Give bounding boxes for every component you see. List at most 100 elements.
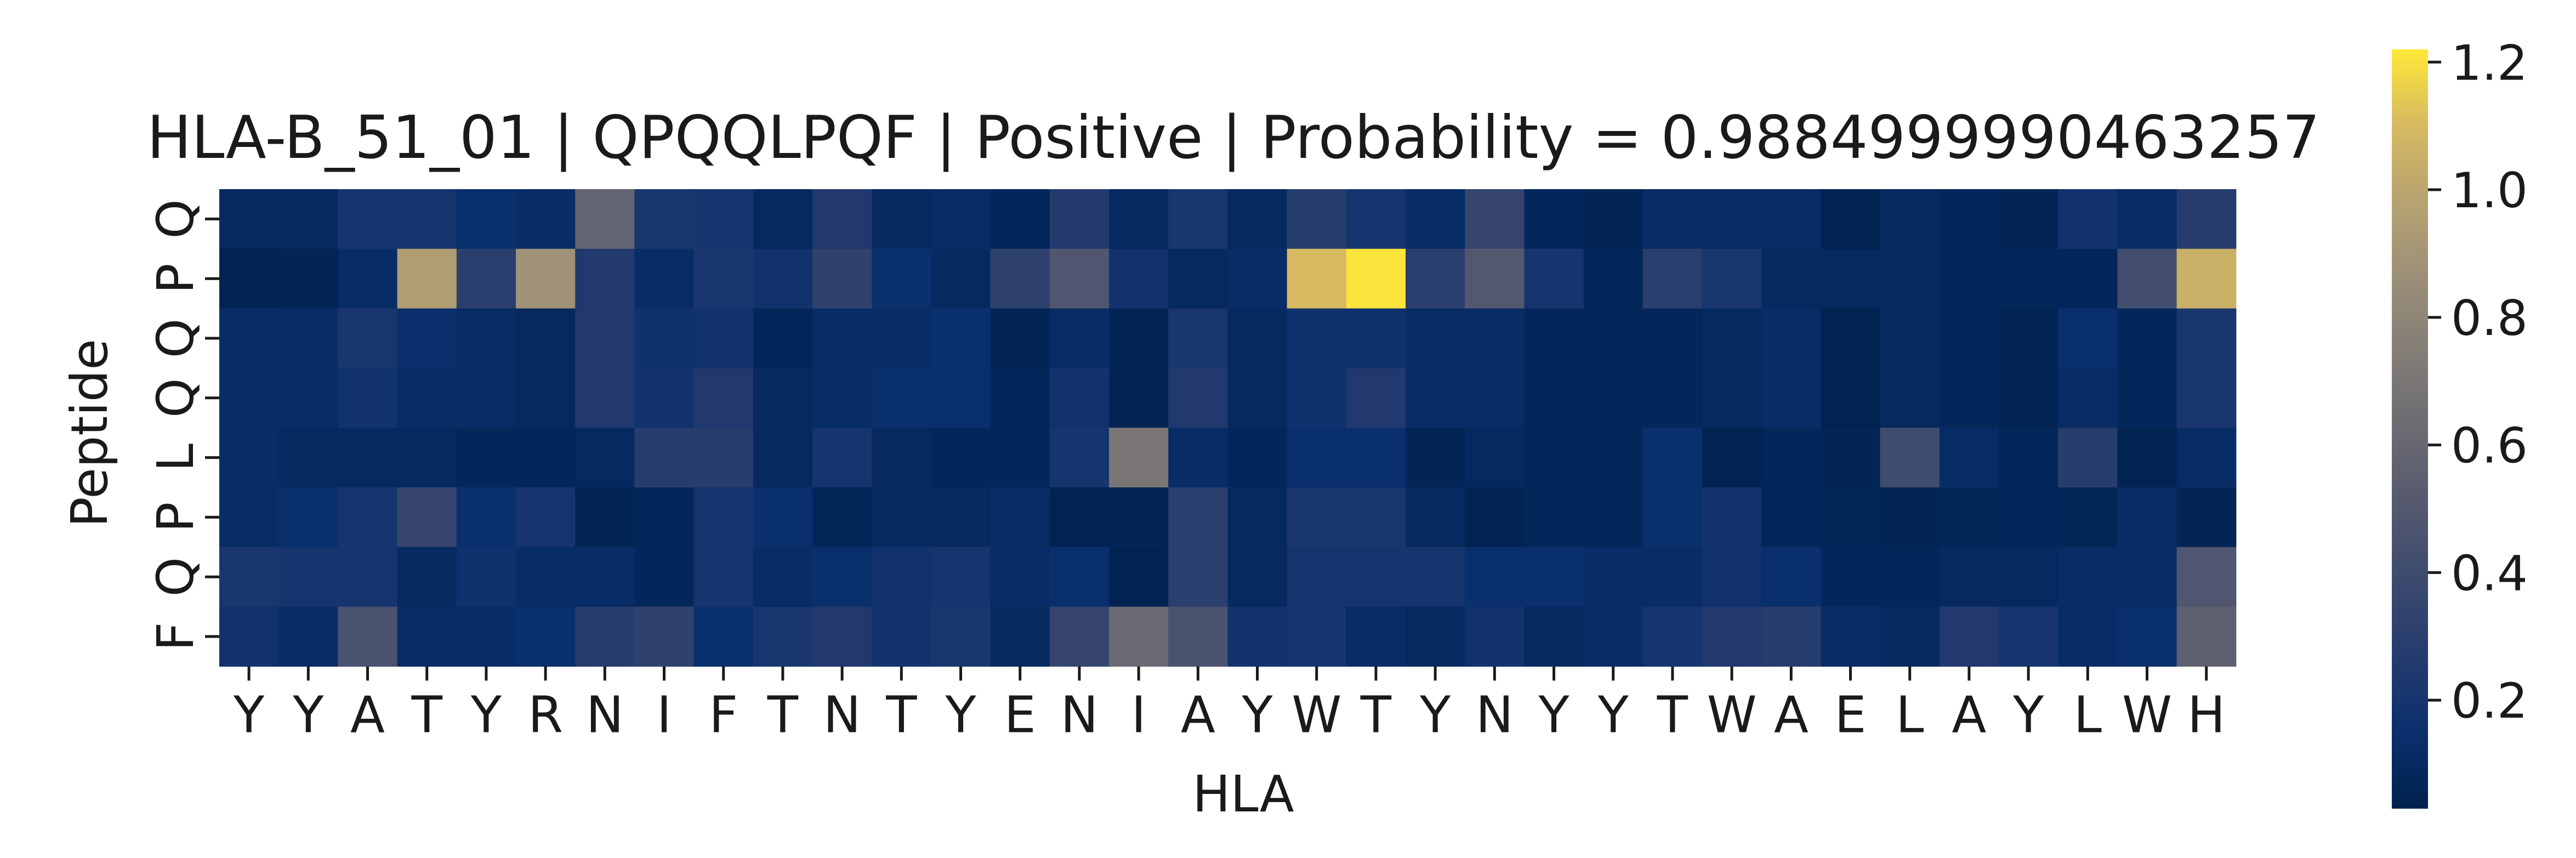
heatmap-cell <box>1939 428 1999 488</box>
x-tick-label: Y <box>945 685 976 744</box>
heatmap-cell <box>990 248 1050 309</box>
heatmap-cell <box>1109 308 1169 368</box>
heatmap-cell <box>2058 606 2118 667</box>
heatmap-cell <box>1049 248 1110 309</box>
heatmap-cell <box>1761 487 1821 548</box>
heatmap-cell <box>1880 368 1940 428</box>
heatmap-cell <box>2058 547 2118 607</box>
heatmap-cell <box>931 248 991 309</box>
x-tick-label: Y <box>1241 685 1273 744</box>
heatmap-cell <box>1287 189 1347 249</box>
heatmap-cell <box>1821 189 1881 249</box>
heatmap-cell <box>1583 248 1644 309</box>
x-tick-label: A <box>1952 685 1986 744</box>
heatmap-cell <box>1524 248 1584 309</box>
heatmap-cell <box>1642 428 1703 488</box>
heatmap-cell <box>219 308 279 368</box>
heatmap-cell <box>1999 428 2058 488</box>
heatmap-cell <box>2058 248 2118 309</box>
heatmap-cell <box>2058 189 2118 249</box>
colorbar-tick-label: 1.2 <box>2451 35 2528 91</box>
heatmap-cell <box>397 428 457 488</box>
heatmap-cell <box>990 606 1050 667</box>
heatmap-cell <box>1227 606 1288 667</box>
heatmap-cell <box>1287 547 1347 607</box>
heatmap-cell <box>397 308 457 368</box>
x-tick-label: A <box>1774 685 1809 744</box>
heatmap-cell <box>1465 487 1525 548</box>
heatmap-cell <box>1583 428 1644 488</box>
heatmap-cell <box>990 428 1050 488</box>
heatmap-cell <box>1524 189 1584 249</box>
heatmap-cell <box>1109 487 1169 548</box>
heatmap-cell <box>1761 308 1821 368</box>
x-tick-label: L <box>2074 685 2102 744</box>
x-tick-label: Y <box>1597 685 1629 744</box>
heatmap-cell <box>812 428 872 488</box>
heatmap-cell <box>634 428 695 488</box>
heatmap-cell <box>1702 606 1762 667</box>
heatmap-cell <box>1702 248 1762 309</box>
heatmap-cell <box>1227 189 1288 249</box>
heatmap-cell <box>931 428 991 488</box>
heatmap-cell <box>931 368 991 428</box>
heatmap-cell <box>397 606 457 667</box>
heatmap-cell <box>1761 189 1821 249</box>
heatmap-cell <box>1109 189 1169 249</box>
heatmap-cell <box>1999 189 2058 249</box>
colorbar-tick-label: 1.0 <box>2451 162 2528 219</box>
heatmap-cell <box>1939 547 1999 607</box>
heatmap-cell <box>1465 547 1525 607</box>
heatmap-cell <box>516 547 576 607</box>
heatmap-cell <box>1227 368 1288 428</box>
heatmap-cell <box>990 368 1050 428</box>
heatmap-cell <box>1642 606 1703 667</box>
heatmap-cell <box>1999 547 2058 607</box>
heatmap-cell <box>812 189 872 249</box>
heatmap-cell <box>575 487 635 548</box>
heatmap-cell <box>1406 487 1465 548</box>
heatmap-cell <box>872 606 931 667</box>
heatmap-cell <box>575 428 635 488</box>
heatmap-cell <box>456 606 516 667</box>
heatmap-cell <box>1168 368 1228 428</box>
heatmap-cell <box>1999 368 2058 428</box>
heatmap-cell <box>1168 606 1228 667</box>
heatmap-cell <box>1583 308 1644 368</box>
heatmap-cell <box>1583 368 1644 428</box>
heatmap-cell <box>338 487 398 548</box>
heatmap-cell <box>1821 308 1881 368</box>
heatmap-cell <box>1702 487 1762 548</box>
y-tick-label: P <box>146 263 205 293</box>
heatmap-cell <box>2176 248 2237 309</box>
heatmap-cell <box>1880 547 1940 607</box>
heatmap-cell <box>1642 547 1703 607</box>
heatmap-cell <box>812 308 872 368</box>
heatmap-cell <box>1049 487 1110 548</box>
heatmap-cell <box>753 189 813 249</box>
heatmap-cell <box>1583 487 1644 548</box>
heatmap-cell <box>1168 487 1228 548</box>
x-tick-label: I <box>1131 685 1146 744</box>
heatmap-cell <box>1049 308 1110 368</box>
x-tick-label: W <box>2122 685 2172 744</box>
heatmap-cell <box>397 547 457 607</box>
heatmap-cell <box>1227 428 1288 488</box>
x-axis-label: HLA <box>1192 765 1294 823</box>
x-tick-label: W <box>1707 685 1757 744</box>
heatmap-cell <box>1346 368 1406 428</box>
heatmap-cell <box>1227 248 1288 309</box>
heatmap-cell <box>1049 606 1110 667</box>
heatmap-cell <box>456 428 516 488</box>
heatmap-cell <box>1821 428 1881 488</box>
heatmap-cell <box>812 248 872 309</box>
heatmap-cell <box>2176 547 2237 607</box>
heatmap-cell <box>634 308 695 368</box>
heatmap-cell <box>1821 547 1881 607</box>
heatmap-cell <box>872 248 931 309</box>
heatmap-cell <box>1642 487 1703 548</box>
heatmap-cell <box>338 428 398 488</box>
heatmap-cell <box>219 487 279 548</box>
heatmap-cell <box>278 308 338 368</box>
colorbar <box>2392 49 2428 809</box>
